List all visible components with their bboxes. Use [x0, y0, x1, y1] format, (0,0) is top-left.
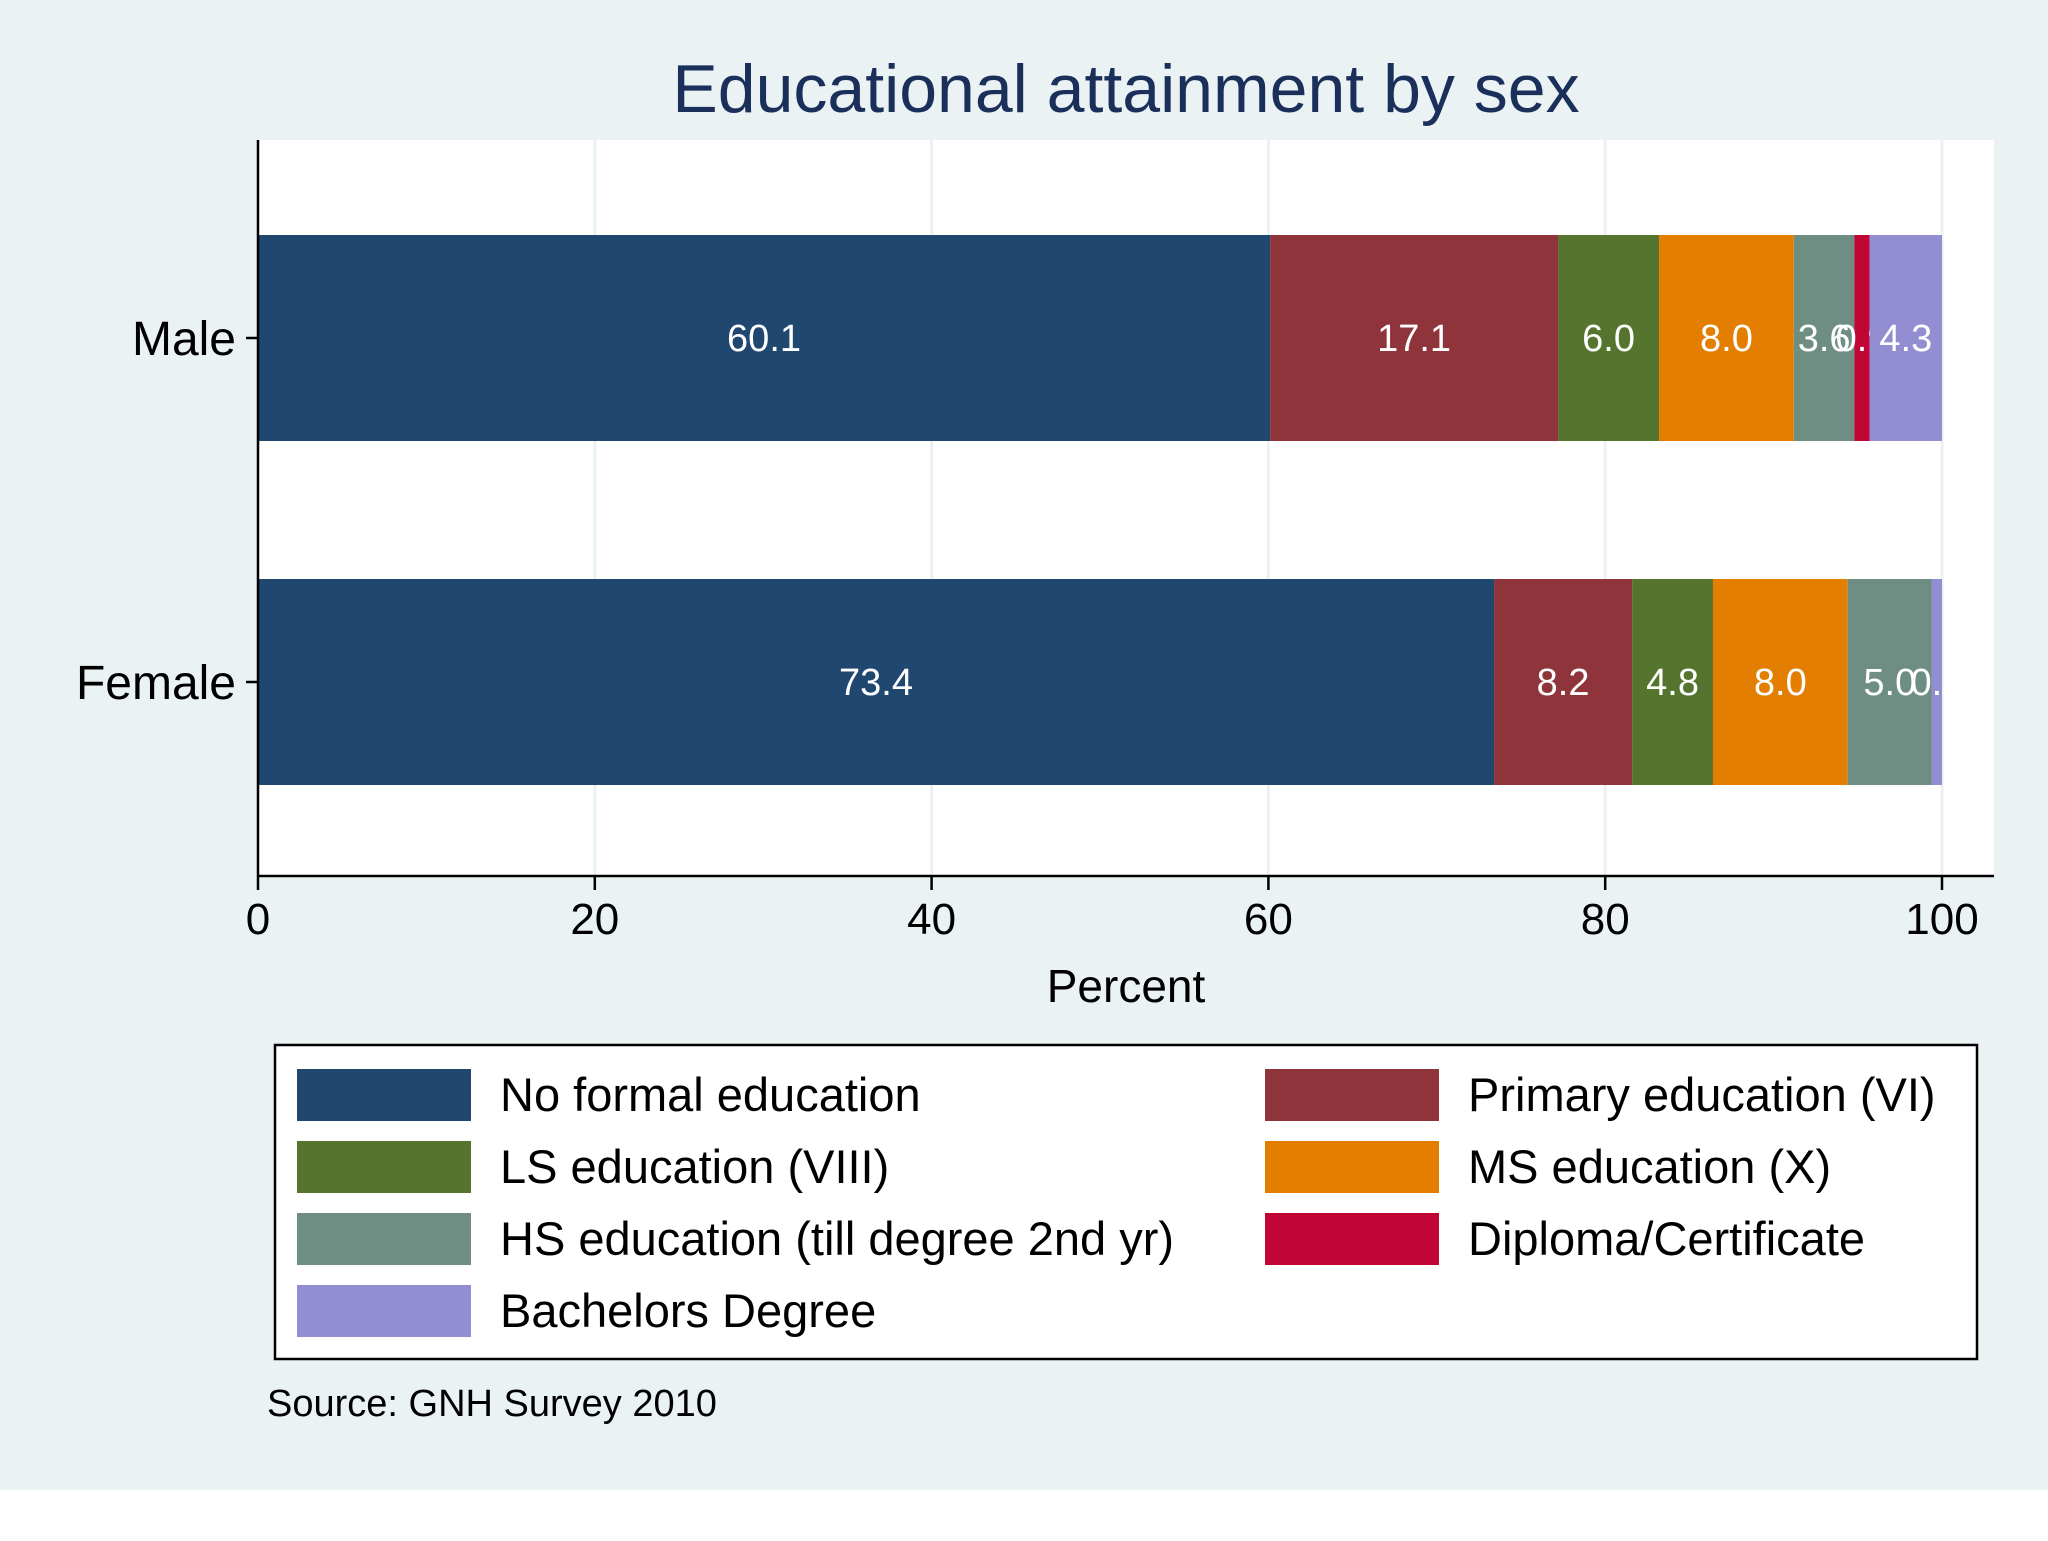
legend-swatch: [297, 1069, 471, 1121]
bar-row-female: 73.4 8.2 4.8 8.0 5.00.6: [258, 579, 1963, 785]
y-category-label: Male: [132, 313, 236, 366]
legend-label: Diploma/Certificate: [1468, 1212, 1865, 1265]
x-tick-label: 40: [907, 895, 956, 944]
bar-segment: [1632, 579, 1713, 785]
y-category-label: Female: [76, 657, 236, 710]
legend-label: HS education (till degree 2nd yr): [500, 1212, 1174, 1265]
legend-item: MS education (X): [1265, 1140, 1831, 1193]
x-tick-label: 100: [1905, 895, 1978, 944]
legend-item: LS education (VIII): [297, 1140, 889, 1193]
legend-box: [273, 1043, 1979, 1361]
bar-value-label: 4.3: [1879, 318, 1932, 360]
x-tick-label: 60: [1244, 895, 1293, 944]
bars: 60.1 17.1 6.0 8.0 3.60.94.373.4 8.2 4.8 8.0 5.00…: [258, 235, 1963, 785]
bar-value-label: 8.2: [1537, 662, 1590, 704]
legend-item: Diploma/Certificate: [1265, 1212, 1865, 1265]
bar-value-label: 73.4: [839, 662, 913, 704]
x-tick-label: 20: [570, 895, 619, 944]
chart-title: Educational attainment by sex: [672, 51, 1579, 127]
legend-swatch: [297, 1141, 471, 1193]
x-tick-label: 0: [246, 895, 270, 944]
bar-value-label: 4.8: [1646, 662, 1699, 704]
bar-segment: [258, 579, 1495, 785]
legend-item: Primary education (VI): [1265, 1068, 1936, 1121]
bar-segment: [1931, 579, 1942, 785]
legend-item: HS education (till degree 2nd yr): [297, 1212, 1174, 1265]
bar-value-label: 8.0: [1700, 318, 1753, 360]
bar-segment: [1854, 235, 1870, 441]
legend-item: Bachelors Degree: [297, 1284, 876, 1337]
bar-segment: [1659, 235, 1794, 441]
bar-value-label: 6.0: [1582, 318, 1635, 360]
bar-value-label: 3.6: [1798, 318, 1851, 360]
bar-value-label: 8.0: [1754, 662, 1807, 704]
bar-value-label: 0.6: [1911, 662, 1964, 704]
legend-item: No formal education: [297, 1068, 921, 1121]
bar-value-label: 60.1: [727, 318, 801, 360]
bar-segment: [1869, 235, 1942, 441]
legend-swatch: [1265, 1213, 1439, 1265]
y-category-labels: Male Female: [76, 313, 258, 710]
bar-segment: [1793, 235, 1855, 441]
x-axis-label: Percent: [1047, 960, 1206, 1012]
legend-label: No formal education: [500, 1068, 921, 1121]
legend-label: LS education (VIII): [500, 1140, 889, 1193]
bar-segment: [258, 235, 1271, 441]
bar-segment: [1270, 235, 1559, 441]
bar-segment: [1558, 235, 1660, 441]
legend-swatch: [297, 1285, 471, 1337]
legend-swatch: [1265, 1069, 1439, 1121]
legend: No formal education Primary education (VI…: [273, 1043, 1979, 1361]
legend-label: Primary education (VI): [1468, 1068, 1936, 1121]
bar-row-male: 60.1 17.1 6.0 8.0 3.60.94.3: [258, 235, 1942, 441]
legend-swatch: [297, 1213, 471, 1265]
legend-label: Bachelors Degree: [500, 1284, 876, 1337]
legend-label: MS education (X): [1468, 1140, 1831, 1193]
axes: [256, 140, 1994, 878]
x-ticks: 0 20 40 60 80 100: [246, 876, 1979, 944]
bar-value-label: 5.0: [1863, 662, 1916, 704]
legend-swatch: [1265, 1141, 1439, 1193]
bar-value-label: 17.1: [1377, 318, 1451, 360]
source-note: Source: GNH Survey 2010: [267, 1383, 717, 1425]
x-tick-label: 80: [1581, 895, 1630, 944]
bar-segment: [1494, 579, 1633, 785]
bar-segment: [1847, 579, 1932, 785]
bar-segment: [1712, 579, 1848, 785]
